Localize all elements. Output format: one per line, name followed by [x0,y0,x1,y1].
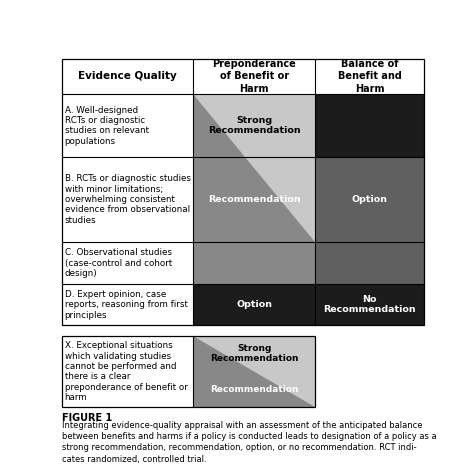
Bar [62,59,424,94]
Bar [315,242,424,284]
Text: No
Recommendation: No Recommendation [323,295,416,314]
Text: Balance of
Benefit and
Harm: Balance of Benefit and Harm [337,59,401,94]
Bar [62,336,315,407]
Text: Option: Option [236,300,272,309]
Bar [62,157,193,242]
Text: FIGURE 1: FIGURE 1 [62,413,112,423]
Text: Recommendation: Recommendation [208,195,301,204]
Bar [62,242,193,284]
Bar [62,59,424,325]
Bar [315,94,424,157]
Text: Strong
Recommendation: Strong Recommendation [210,344,299,364]
Bar [193,336,315,407]
Bar [193,242,315,284]
Text: A. Well-designed
RCTs or diagnostic
studies on relevant
populations: A. Well-designed RCTs or diagnostic stud… [64,106,149,146]
Text: Recommendation: Recommendation [210,385,299,394]
Text: X. Exceptional situations
which validating studies
cannot be performed and
there: X. Exceptional situations which validati… [64,341,188,402]
Bar [315,157,424,242]
Bar [62,336,193,407]
Text: C. Observational studies
(case-control and cohort
design): C. Observational studies (case-control a… [64,248,172,278]
Text: Integrating evidence-quality appraisal with an assessment of the anticipated bal: Integrating evidence-quality appraisal w… [62,421,436,464]
Bar [62,284,193,325]
Bar [62,94,193,157]
Polygon shape [193,94,315,242]
Text: D. Expert opinion, case
reports, reasoning from first
principles: D. Expert opinion, case reports, reasoni… [64,290,188,319]
Bar [315,284,424,325]
Bar [193,94,315,242]
Text: B. RCTs or diagnostic studies
with minor limitations;
overwhelming consistent
ev: B. RCTs or diagnostic studies with minor… [64,174,191,225]
Text: Preponderance
of Benefit or
Harm: Preponderance of Benefit or Harm [212,59,296,94]
Text: Option: Option [352,195,388,204]
Polygon shape [193,336,315,407]
Bar [193,94,315,157]
Text: Strong
Recommendation: Strong Recommendation [208,116,301,135]
Text: Evidence Quality: Evidence Quality [78,71,177,81]
Bar [193,284,315,325]
